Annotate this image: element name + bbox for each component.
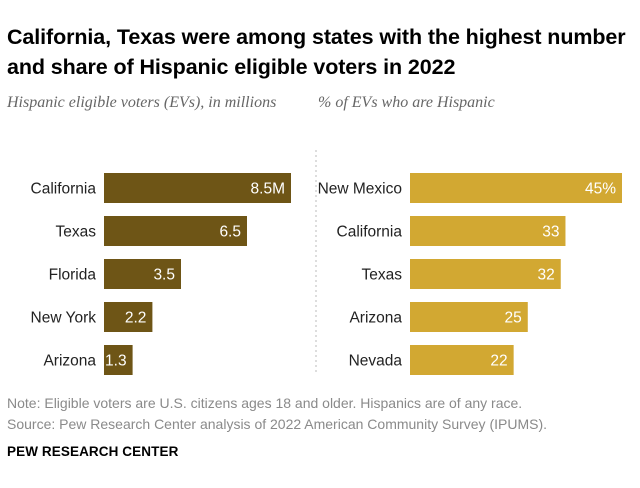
left-category-label: California — [31, 181, 97, 198]
bar-charts: California 8.5M Texas 6.5 Florida 3.5 New York… — [31, 150, 622, 375]
right-category-label: New Mexico — [318, 181, 402, 198]
chart-source: Source: Pew Research Center analysis of … — [7, 416, 547, 432]
pew-research-center-credit: PEW RESEARCH CENTER — [7, 444, 179, 459]
right-bar — [410, 259, 561, 289]
right-category-label: California — [337, 224, 403, 241]
right-bar-value-label: 25 — [505, 310, 522, 327]
right-category-label: Arizona — [349, 310, 402, 327]
left-bar-chart: California 8.5M Texas 6.5 Florida 3.5 New York… — [31, 173, 291, 375]
left-bar-value-label: 3.5 — [153, 267, 175, 284]
left-bar-value-label: 8.5M — [251, 181, 285, 198]
left-bar — [104, 345, 133, 375]
right-bar-chart: New Mexico 45% California 33 Texas 32 Arizona 2… — [318, 173, 622, 375]
left-category-label: Florida — [49, 267, 97, 284]
left-category-label: New York — [31, 310, 97, 327]
right-bar — [410, 216, 566, 246]
right-bar-value-label: 45% — [585, 181, 616, 198]
left-bar — [104, 216, 247, 246]
right-chart-subtitle: % of EVs who are Hispanic — [318, 94, 495, 111]
right-category-label: Nevada — [349, 353, 403, 370]
right-bar — [410, 345, 514, 375]
left-chart-subtitle: Hispanic eligible voters (EVs), in milli… — [7, 94, 277, 111]
chart-note: Note: Eligible voters are U.S. citizens … — [7, 395, 523, 411]
left-bar-value-label: 1.3 — [105, 353, 127, 370]
left-category-label: Texas — [56, 224, 97, 241]
left-bar-value-label: 2.2 — [125, 310, 147, 327]
right-category-label: Texas — [362, 267, 403, 284]
left-bar-value-label: 6.5 — [219, 224, 241, 241]
left-category-label: Arizona — [43, 353, 96, 370]
right-bar — [410, 302, 528, 332]
right-bar-value-label: 22 — [490, 353, 507, 370]
chart-title: California, Texas were among states with… — [7, 25, 626, 79]
right-bar-value-label: 32 — [538, 267, 555, 284]
right-bar — [410, 173, 622, 203]
right-bar-value-label: 33 — [542, 224, 559, 241]
left-bar — [104, 259, 181, 289]
left-bar — [104, 302, 153, 332]
left-bar — [104, 173, 291, 203]
